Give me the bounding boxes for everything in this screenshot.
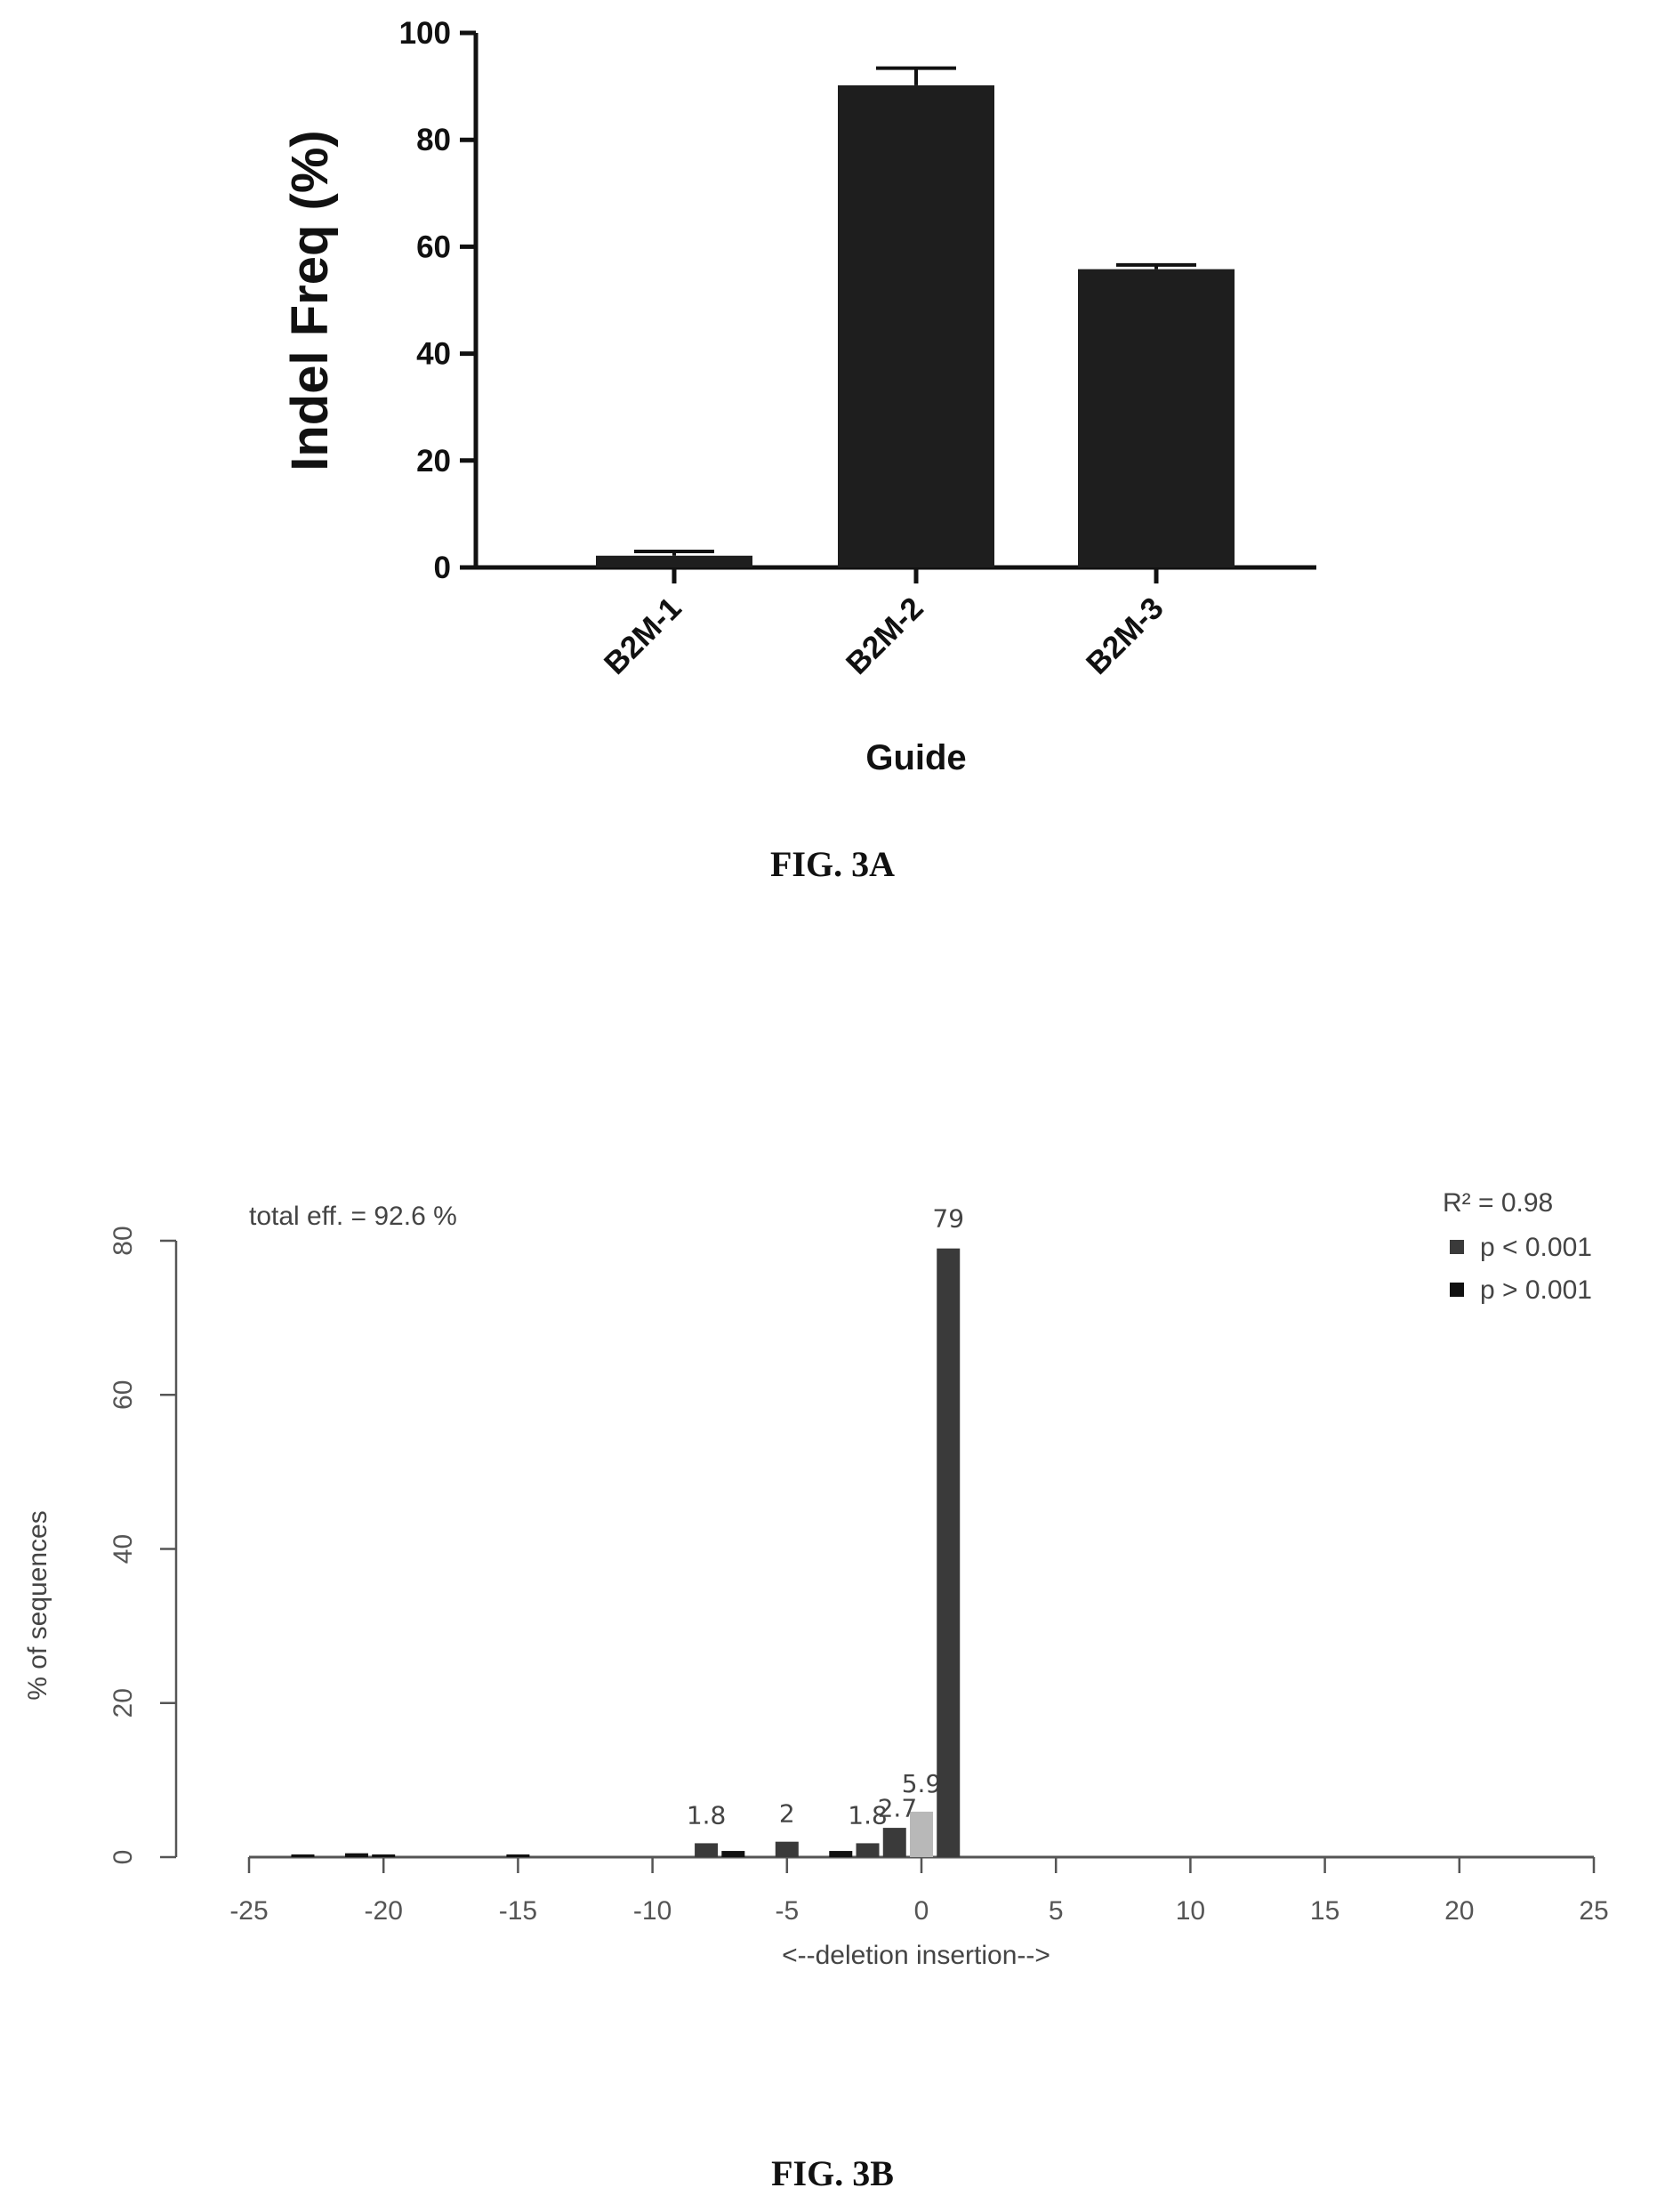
- b-x-tick-label: -25: [229, 1896, 268, 1926]
- b-legend-label: p < 0.001: [1480, 1233, 1592, 1262]
- a-bar-b2m-2: [838, 84, 994, 567]
- b-x-tick-label: -10: [633, 1896, 672, 1926]
- a-y-tick-label: 60: [416, 229, 451, 264]
- a-y-tick-label: 40: [416, 337, 451, 372]
- b-x-tick-label: 0: [914, 1896, 929, 1926]
- b-bar: [937, 1248, 961, 1857]
- b-data-label: 1.8: [687, 1800, 727, 1830]
- b-data-label: 5.9: [902, 1769, 942, 1798]
- a-y-tick-label: 0: [434, 551, 451, 585]
- b-bar: [882, 1828, 906, 1857]
- fig-3b-label: FIG. 3B: [771, 2153, 894, 2193]
- b-data-label: 2: [779, 1799, 795, 1829]
- b-y-tick-label: 60: [109, 1380, 138, 1410]
- b-x-tick-label: 5: [1049, 1896, 1064, 1926]
- b-bar: [506, 1854, 530, 1857]
- a-x-tick-label: B2M-3: [1080, 591, 1170, 681]
- b-y-axis-title: % of sequences: [23, 1510, 52, 1700]
- a-x-axis-title: Guide: [865, 738, 966, 777]
- b-r-squared: R² = 0.98: [1443, 1188, 1553, 1218]
- fig-3a-label: FIG. 3A: [770, 844, 895, 884]
- a-y-axis-title: Indel Freq (%): [281, 130, 339, 471]
- b-bar: [372, 1854, 396, 1857]
- b-data-label: 79: [932, 1204, 964, 1234]
- b-bar: [829, 1851, 853, 1857]
- b-y-tick-label: 40: [109, 1534, 138, 1564]
- chart-fig-3a: 0 20 40 60 80 100 B2M-1 B2M-2 B2M-3 Indel Freq (%…: [281, 16, 1316, 777]
- b-x-tick-label: -15: [499, 1896, 537, 1926]
- b-legend-label: p > 0.001: [1480, 1275, 1592, 1305]
- b-y-tick-label: 80: [109, 1226, 138, 1255]
- a-y-tick-label: 20: [416, 444, 451, 479]
- b-data-label: 2.7: [878, 1794, 918, 1823]
- b-bar: [344, 1853, 368, 1857]
- b-legend-swatch: [1450, 1283, 1464, 1297]
- a-x-tick-label: B2M-2: [840, 591, 930, 681]
- b-x-tick-label: 25: [1579, 1896, 1608, 1926]
- a-bar-b2m-3: [1078, 269, 1235, 567]
- b-bar: [695, 1843, 719, 1857]
- b-y-tick-label: 20: [109, 1688, 138, 1717]
- a-x-tick-label: B2M-1: [598, 591, 688, 681]
- b-bar: [910, 1811, 933, 1857]
- b-bar: [721, 1851, 745, 1857]
- chart-fig-3b: -25 -20 -15 -10 -5 0 5 10 15 20 25 0 20 40 60 80 1.8 2 1.8…: [23, 1188, 1609, 1970]
- b-x-tick-label: 15: [1310, 1896, 1339, 1926]
- b-bar: [856, 1843, 880, 1857]
- b-x-tick-label: -5: [775, 1896, 799, 1926]
- b-x-tick-label: 10: [1176, 1896, 1205, 1926]
- b-legend-swatch: [1450, 1240, 1464, 1254]
- b-x-axis-title: <--deletion insertion-->: [782, 1941, 1050, 1970]
- a-y-tick-label: 80: [416, 123, 451, 157]
- b-x-tick-label: 20: [1444, 1896, 1474, 1926]
- b-x-tick-label: -20: [365, 1896, 403, 1926]
- b-bar: [775, 1841, 799, 1857]
- b-data-label: 1.8: [848, 1800, 888, 1830]
- b-total-efficiency: total eff. = 92.6 %: [249, 1202, 457, 1231]
- b-y-tick-label: 0: [109, 1850, 138, 1865]
- b-bar: [291, 1854, 315, 1857]
- a-y-tick-label: 100: [399, 16, 451, 51]
- a-bar-b2m-1: [596, 555, 752, 567]
